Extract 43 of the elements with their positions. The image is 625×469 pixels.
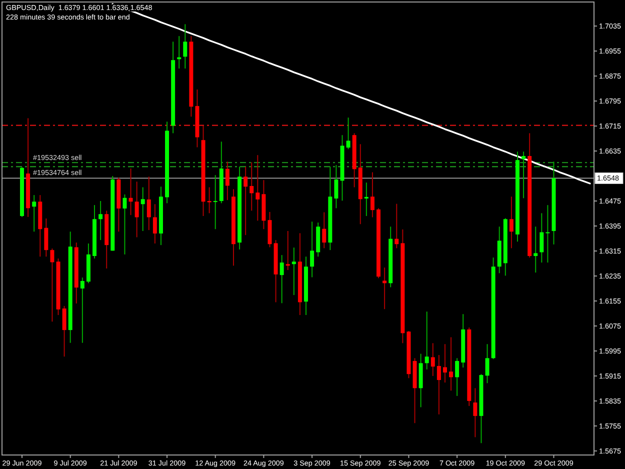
candlestick (44, 218, 48, 258)
candlestick (50, 248, 54, 322)
candlestick (485, 344, 490, 384)
candlestick (292, 247, 296, 296)
candlestick (449, 336, 454, 392)
candlestick (244, 166, 248, 236)
candlestick (310, 221, 314, 278)
candlestick (436, 354, 441, 415)
candlestick (225, 161, 230, 201)
candlestick (134, 181, 139, 238)
candlestick (334, 164, 338, 209)
candlestick (382, 267, 387, 310)
candlestick (346, 117, 350, 150)
candlestick (286, 230, 290, 271)
candlestick (250, 162, 254, 212)
candlestick (442, 344, 447, 384)
candlestick (322, 212, 326, 249)
candlestick (364, 182, 368, 217)
candlestick (280, 254, 284, 304)
candlestick (509, 196, 514, 249)
candlestick (473, 388, 478, 438)
candlestick (146, 176, 151, 231)
candlestick (32, 194, 36, 232)
candlestick (213, 174, 218, 230)
candlestick (98, 200, 103, 241)
candlestick (455, 358, 460, 396)
candlestick (122, 194, 127, 255)
candlestick (540, 212, 544, 264)
candlestick (430, 342, 435, 376)
candlestick (546, 204, 550, 264)
candlestick (128, 168, 133, 216)
candlestick (424, 311, 429, 370)
candlestick (394, 203, 399, 249)
candlestick (140, 186, 145, 232)
candlestick (62, 305, 66, 358)
candlestick (370, 172, 374, 218)
candlestick (207, 186, 212, 214)
candlestick (522, 151, 526, 199)
candlestick (152, 204, 157, 244)
candlestick (80, 277, 84, 344)
candlestick (534, 226, 538, 274)
candlestick (183, 24, 188, 70)
candlestick (256, 154, 260, 222)
